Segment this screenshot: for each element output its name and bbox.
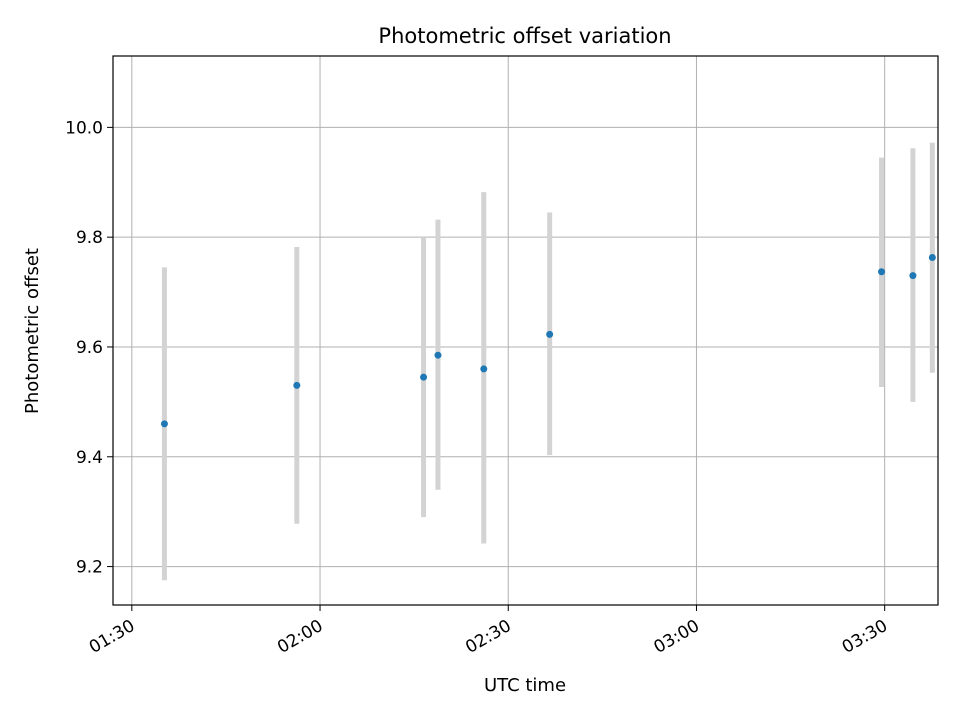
y-tick-label: 9.2	[76, 558, 103, 578]
data-points	[160, 253, 936, 428]
data-point	[878, 268, 886, 276]
y-tick-label: 9.8	[76, 228, 103, 248]
data-point	[909, 272, 917, 280]
data-point	[434, 351, 442, 359]
data-point	[420, 373, 428, 381]
x-axis-title: UTC time	[484, 675, 566, 696]
y-axis: 9.2 9.4 9.6 9.8 10.0	[65, 118, 113, 578]
data-point	[293, 381, 301, 389]
grid-lines	[113, 56, 938, 605]
y-tick-label: 10.0	[65, 118, 103, 138]
data-point	[160, 420, 168, 428]
data-point	[928, 253, 936, 261]
y-axis-title: Photometric offset	[22, 248, 43, 414]
plot-frame	[112, 55, 939, 606]
data-point	[546, 330, 554, 338]
chart-title: Photometric offset variation	[378, 24, 671, 48]
y-tick-label: 9.4	[76, 448, 103, 468]
y-tick-label: 9.6	[76, 338, 103, 358]
data-point	[480, 365, 488, 373]
